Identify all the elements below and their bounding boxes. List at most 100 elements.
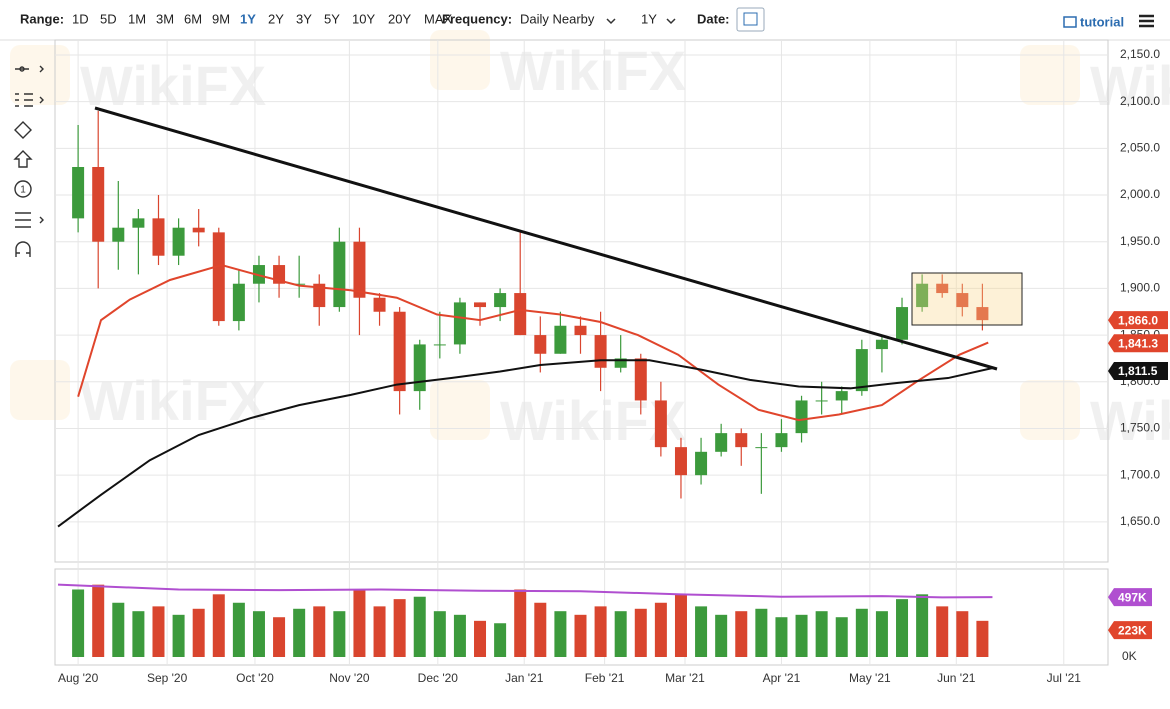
tool-line[interactable]	[15, 65, 44, 73]
volume-bar	[654, 602, 667, 657]
x-tick-label: Dec '20	[418, 671, 459, 685]
tutorial-icon	[1063, 16, 1077, 28]
moving-average	[57, 359, 995, 528]
range-button[interactable]: 10Y	[352, 11, 375, 26]
volume-bar	[252, 611, 265, 657]
price-tag	[1108, 362, 1168, 381]
volume-bar	[212, 594, 225, 657]
x-tick-label: Jul '21	[1047, 671, 1082, 685]
range-button[interactable]: 9M	[212, 11, 230, 26]
volume-bar	[916, 594, 929, 657]
watermark-logo	[10, 45, 70, 105]
tool-arrow[interactable]	[13, 150, 33, 168]
volume-average	[57, 583, 993, 599]
x-tick-label: Oct '20	[236, 671, 274, 685]
drawing-tools	[13, 65, 44, 257]
volume-bar	[92, 584, 105, 657]
volume-bar	[815, 611, 828, 657]
x-tick-label: Apr '21	[763, 671, 801, 685]
date-label: Date:	[697, 11, 730, 26]
candle-body	[875, 339, 888, 350]
candle-body	[835, 391, 848, 401]
volume-bar	[474, 620, 487, 657]
candle-body	[855, 349, 868, 392]
date-button[interactable]	[736, 7, 765, 32]
y-tick-label: 1,750.0	[1120, 421, 1160, 435]
volume-bar	[333, 611, 346, 657]
volume-bar	[293, 608, 306, 657]
watermark-logo	[1020, 380, 1080, 440]
price-tag	[1108, 334, 1168, 353]
price-tag-label: 223K	[1118, 623, 1147, 637]
menu-icon[interactable]	[1139, 14, 1154, 28]
candle-body	[916, 283, 929, 308]
volume-bar	[554, 611, 567, 657]
watermarks: WikiFXWikiFXWikiFXWikiFXWikiFXWikiFX	[10, 30, 1170, 452]
volume-bar	[875, 611, 888, 657]
tool-magnet[interactable]	[15, 241, 31, 257]
watermark: WikiFX	[80, 369, 266, 432]
tool-measure[interactable]	[15, 212, 44, 228]
tutorial-link[interactable]: tutorial	[1080, 14, 1124, 29]
volume-bar	[152, 606, 165, 657]
volume-bar	[433, 611, 446, 657]
dropdown-arrow	[666, 18, 676, 25]
consolidation-box	[911, 272, 1023, 326]
range-button[interactable]: 3Y	[296, 11, 312, 26]
watermark-logo	[1020, 45, 1080, 105]
volume-bar	[413, 596, 426, 657]
candle-body	[715, 433, 728, 452]
volume-bar	[574, 614, 587, 657]
range-button[interactable]: 20Y	[388, 11, 411, 26]
x-tick-label: Jun '21	[937, 671, 976, 685]
candle-body	[313, 283, 326, 308]
range-button[interactable]: 5Y	[324, 11, 340, 26]
range-button[interactable]: MAX	[424, 11, 453, 26]
range-button[interactable]: 3M	[156, 11, 174, 26]
candle-body	[212, 232, 225, 322]
candle-body	[735, 433, 748, 448]
candle-body	[594, 335, 607, 368]
range-button[interactable]: 5D	[100, 11, 117, 26]
range-button[interactable]: 2Y	[268, 11, 284, 26]
candle-body	[393, 311, 406, 392]
volume-bar	[172, 614, 185, 657]
range-button[interactable]: 1D	[72, 11, 89, 26]
range-button[interactable]: 1Y	[240, 11, 256, 26]
volume-bar	[715, 614, 728, 657]
candle-body	[132, 218, 145, 228]
volume-bar	[695, 606, 708, 657]
candle-body	[614, 358, 627, 368]
volume-bar	[594, 606, 607, 657]
dropdown-arrow	[606, 18, 616, 25]
tool-note[interactable]	[14, 180, 32, 198]
tool-shape[interactable]	[14, 121, 32, 139]
tool-fib[interactable]	[15, 93, 44, 107]
volume-bar	[313, 606, 326, 657]
x-tick-label: Sep '20	[147, 671, 188, 685]
range-button[interactable]: 1M	[128, 11, 146, 26]
x-tick-label: Aug '20	[58, 671, 99, 685]
candle-body	[293, 283, 306, 285]
price-tag-label: 1,841.3	[1118, 336, 1158, 350]
frequency-select[interactable]: Daily Nearby	[520, 11, 595, 26]
candle-body	[172, 227, 185, 256]
frequency-label: Frequency:	[442, 11, 512, 26]
watermark: WikiFX	[80, 54, 266, 117]
candle-body	[956, 293, 969, 308]
volume-bar	[534, 602, 547, 657]
calendar-icon	[743, 12, 758, 26]
candle-body	[373, 297, 386, 312]
candle-body	[534, 335, 547, 354]
marks	[57, 110, 995, 657]
volume-panel	[54, 568, 1109, 666]
price-tag-label: 497K	[1118, 590, 1147, 604]
watermark: WikiFX	[1090, 54, 1170, 117]
volume-bar	[453, 614, 466, 657]
range-button[interactable]: 6M	[184, 11, 202, 26]
period-select[interactable]: 1Y	[641, 11, 657, 26]
volume-bar	[674, 594, 687, 657]
volume-bar	[112, 602, 125, 657]
candle-body	[574, 325, 587, 336]
